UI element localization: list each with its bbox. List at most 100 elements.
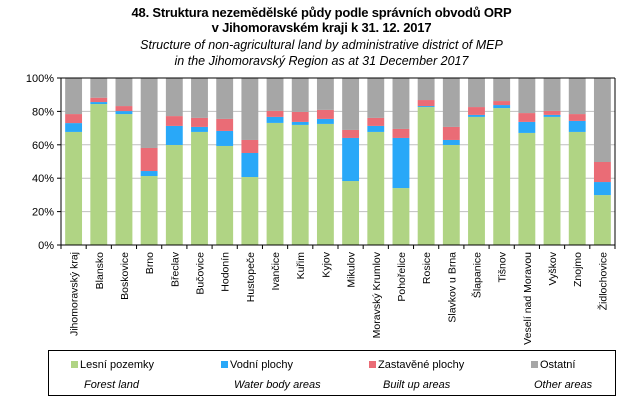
x-tick-label: Mikulov (346, 251, 358, 287)
bar-segment (367, 125, 385, 132)
x-tick-label: Pohořelice (396, 252, 408, 302)
bar-segment (165, 116, 183, 126)
bar-segment (140, 171, 158, 177)
bar-segment (518, 121, 536, 133)
legend-item-other: Ostatní (531, 359, 575, 371)
bar-segment (568, 131, 586, 245)
x-tick-label: Jihomoravský kraj (69, 252, 81, 336)
bar-segment (392, 128, 410, 138)
chart-title-cz-line2: v Jihomoravském kraji k 31. 12. 2017 (211, 20, 432, 35)
bar-segment (65, 114, 83, 124)
bar-segment (291, 121, 309, 125)
bar-segment (115, 111, 133, 115)
bar-segment (241, 139, 259, 153)
bar-segment (316, 123, 334, 245)
bar-segment (543, 114, 561, 117)
legend: Lesní pozemky Forest land Vodní plochy W… (48, 350, 616, 396)
bar-segment (342, 78, 360, 130)
x-tick-label: Hustopeče (245, 252, 257, 302)
legend-label-other-en: Other areas (534, 379, 593, 391)
bar-segment (90, 97, 108, 103)
bar-segment (468, 107, 485, 115)
chart-subtitle-en-line1: Structure of non-agricultural land by ad… (140, 38, 503, 52)
x-tick-label: Moravský Krumlov (371, 251, 383, 338)
bar-segment (191, 131, 208, 245)
x-tick-label: Znojmo (572, 252, 584, 287)
legend-item-built: Zastavěné plochy (369, 359, 464, 371)
legend-item-forest: Lesní pozemky (71, 359, 154, 371)
legend-label-built-en: Built up areas (383, 379, 451, 391)
bar-segment (493, 101, 511, 106)
x-tick-label: Blansko (94, 252, 106, 290)
bar-segment (316, 109, 334, 119)
bar-segment (518, 113, 536, 122)
bar-segment (493, 108, 511, 245)
bar-segment (90, 104, 108, 245)
bars (65, 78, 611, 245)
x-tick-label: Ivančice (270, 252, 282, 291)
bar-segment (266, 116, 284, 123)
bar-segment (518, 132, 536, 245)
legend-swatch-built (369, 361, 376, 368)
chart-title-cz-line1: 48. Struktura nezemědělské půdy podle sp… (131, 5, 512, 20)
bar-segment (468, 78, 485, 108)
x-tick-label: Veselí nad Moravou (522, 252, 534, 345)
bar-segment (543, 110, 561, 115)
bar-segment (140, 78, 158, 148)
bar-segment (417, 78, 435, 101)
bar-segment (367, 131, 385, 245)
bar-segment (191, 126, 208, 132)
bar-segment (165, 78, 183, 117)
x-tick-label: Hodonín (220, 252, 232, 292)
bar-segment (140, 147, 158, 172)
x-tick-label: Tišnov (497, 251, 509, 282)
bar-segment (568, 120, 586, 132)
x-tick-label: Kuřim (295, 252, 307, 280)
bar-segment (216, 78, 234, 119)
legend-label-other: Ostatní (540, 359, 576, 371)
bar-segment (266, 78, 284, 111)
bar-segment (568, 114, 586, 121)
y-tick-label: 40% (32, 173, 54, 185)
bar-segment (342, 137, 360, 182)
bar-segment (468, 116, 485, 245)
bar-segment (316, 118, 334, 124)
bar-segment (165, 144, 183, 245)
bar-segment (291, 111, 309, 122)
legend-swatch-other (531, 361, 538, 368)
bar-segment (90, 78, 108, 98)
legend-swatch-water (221, 361, 228, 368)
bar-segment (543, 78, 561, 111)
bar-segment (442, 139, 460, 145)
bar-segment (291, 124, 309, 245)
x-tick-label: Židlochovice (596, 252, 609, 311)
x-tick-label: Boskovice (119, 252, 131, 300)
x-tick-label: Rosice (421, 252, 433, 284)
bar-segment (367, 117, 385, 126)
bar-segment (342, 129, 360, 138)
bar-segment (593, 195, 611, 245)
bar-segment (568, 78, 586, 115)
bar-segment (115, 114, 133, 245)
bar-segment (392, 188, 410, 245)
bar-segment (468, 114, 485, 117)
bar-segment (417, 107, 435, 245)
bar-segment (65, 131, 83, 245)
legend-label-built: Zastavěné plochy (378, 359, 465, 371)
bar-segment (392, 137, 410, 189)
bar-segment (216, 118, 234, 131)
y-tick-label: 80% (32, 106, 54, 118)
bar-segment (291, 78, 309, 112)
bar-segment (543, 116, 561, 245)
bar-segment (442, 126, 460, 140)
y-tick-label: 100% (26, 73, 54, 85)
bar-segment (593, 182, 611, 196)
bar-segment (417, 100, 435, 107)
bar-segment (367, 78, 385, 118)
bar-segment (65, 78, 83, 115)
y-tick-label: 60% (32, 140, 54, 152)
x-tick-label: Kyjov (320, 251, 332, 277)
x-tick-labels: Jihomoravský kraj Blansko Boskovice Brno Bře… (69, 251, 610, 345)
x-tick-label: Brno (144, 252, 156, 274)
bar-segment (90, 102, 108, 105)
